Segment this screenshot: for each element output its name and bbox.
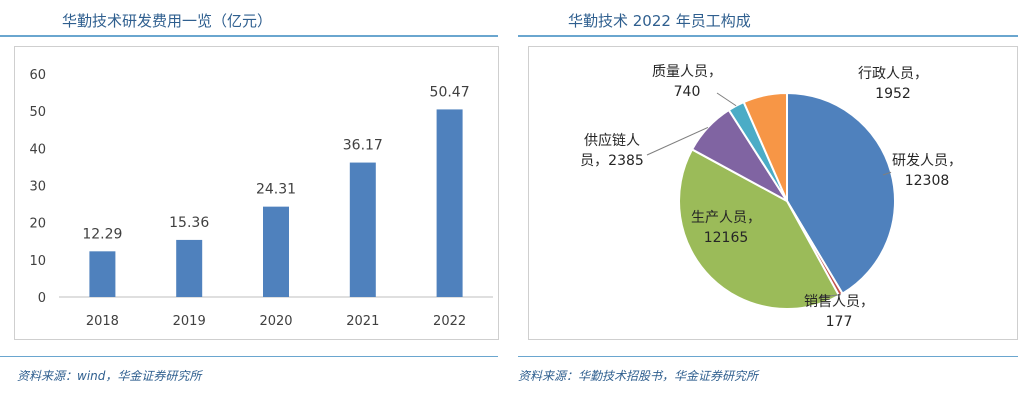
y-tick-label: 60 — [29, 68, 46, 83]
y-tick-label: 0 — [38, 291, 46, 306]
leader-line — [716, 92, 737, 107]
slice-label: 行政人员， — [858, 66, 928, 82]
pie-label: 质量人员， 740 — [652, 64, 722, 100]
x-tick-label: 2018 — [86, 314, 119, 329]
bar-2021 — [349, 162, 376, 297]
y-tick-label: 20 — [29, 217, 46, 232]
pie-label: 销售人员， 177 — [804, 294, 874, 330]
slice-value: 12165 — [704, 230, 749, 246]
slice-value: 员，2385 — [580, 153, 644, 169]
rd-expense-bar-chart: 0 10 20 30 40 50 60 12.29 2018 15.36 2019 24.31 2020… — [29, 68, 493, 329]
data-label: 50.47 — [430, 84, 470, 100]
data-label: 15.36 — [169, 215, 209, 231]
bar-2018 — [89, 251, 116, 297]
slice-value: 1952 — [875, 86, 911, 102]
slice-label: 供应链人 — [584, 132, 640, 149]
x-tick-label: 2021 — [346, 314, 379, 329]
pie-slice — [742, 91, 788, 202]
y-tick-label: 30 — [29, 180, 46, 195]
y-tick-label: 50 — [29, 105, 46, 120]
leader-line — [820, 294, 841, 298]
leader-line — [646, 126, 709, 156]
bar-chart-frame: 0 10 20 30 40 50 60 12.29 2018 15.36 2019 24.31 2020… — [14, 46, 499, 340]
bar-2020 — [263, 206, 289, 297]
slice-value: 740 — [674, 84, 701, 100]
title-divider — [518, 35, 1018, 37]
bar-2022 — [436, 109, 463, 297]
bottom-divider — [0, 356, 498, 357]
x-tick-label: 2019 — [173, 314, 206, 329]
slice-label: 生产人员， — [691, 210, 761, 226]
x-tick-label: 2020 — [259, 314, 292, 329]
rd-expense-title: 华勤技术研发费用一览（亿元） — [62, 12, 273, 30]
data-label: 24.31 — [256, 182, 296, 198]
x-tick-label: 2022 — [433, 314, 466, 329]
pie-label: 行政人员， 1952 — [858, 66, 928, 102]
slice-value: 177 — [826, 314, 853, 330]
slice-label: 销售人员， — [804, 294, 874, 310]
pie-chart-frame: 研发人员， 12308 销售人员， 177 生产人员， 12165 供应链人 员，2385 质量… — [528, 46, 1018, 340]
bar-2019 — [176, 239, 203, 297]
employee-composition-title: 华勤技术 2022 年员工构成 — [568, 12, 751, 30]
pie-label: 研发人员， 12308 — [892, 153, 962, 189]
title-divider — [0, 35, 498, 37]
slice-label: 质量人员， — [652, 64, 722, 80]
y-tick-label: 40 — [29, 142, 46, 157]
source-note: 资料来源：wind，华金证券研究所 — [17, 369, 202, 383]
y-tick-label: 10 — [29, 254, 46, 269]
data-label: 12.29 — [82, 226, 122, 242]
pie-label: 生产人员， 12165 — [691, 210, 761, 246]
slice-label: 研发人员， — [892, 153, 962, 169]
pie-slice — [678, 148, 841, 310]
employee-composition-pie-chart: 研发人员，12308销售人员，177生产人员，12165供应链人员，2385质量… — [580, 64, 962, 330]
source-note: 资料来源：华勤技术招股书，华金证券研究所 — [518, 369, 759, 383]
data-label: 36.17 — [343, 138, 383, 154]
rd-expense-panel: 华勤技术研发费用一览（亿元） 0 10 20 30 40 50 60 12.29 2018 15.… — [0, 0, 502, 400]
slice-value: 12308 — [905, 173, 950, 189]
leader-line — [882, 171, 892, 176]
bottom-divider — [518, 356, 1018, 357]
employee-composition-panel: 华勤技术 2022 年员工构成 研发人员， 12308 销售人员， 177 生产人员， 1… — [518, 0, 1018, 400]
